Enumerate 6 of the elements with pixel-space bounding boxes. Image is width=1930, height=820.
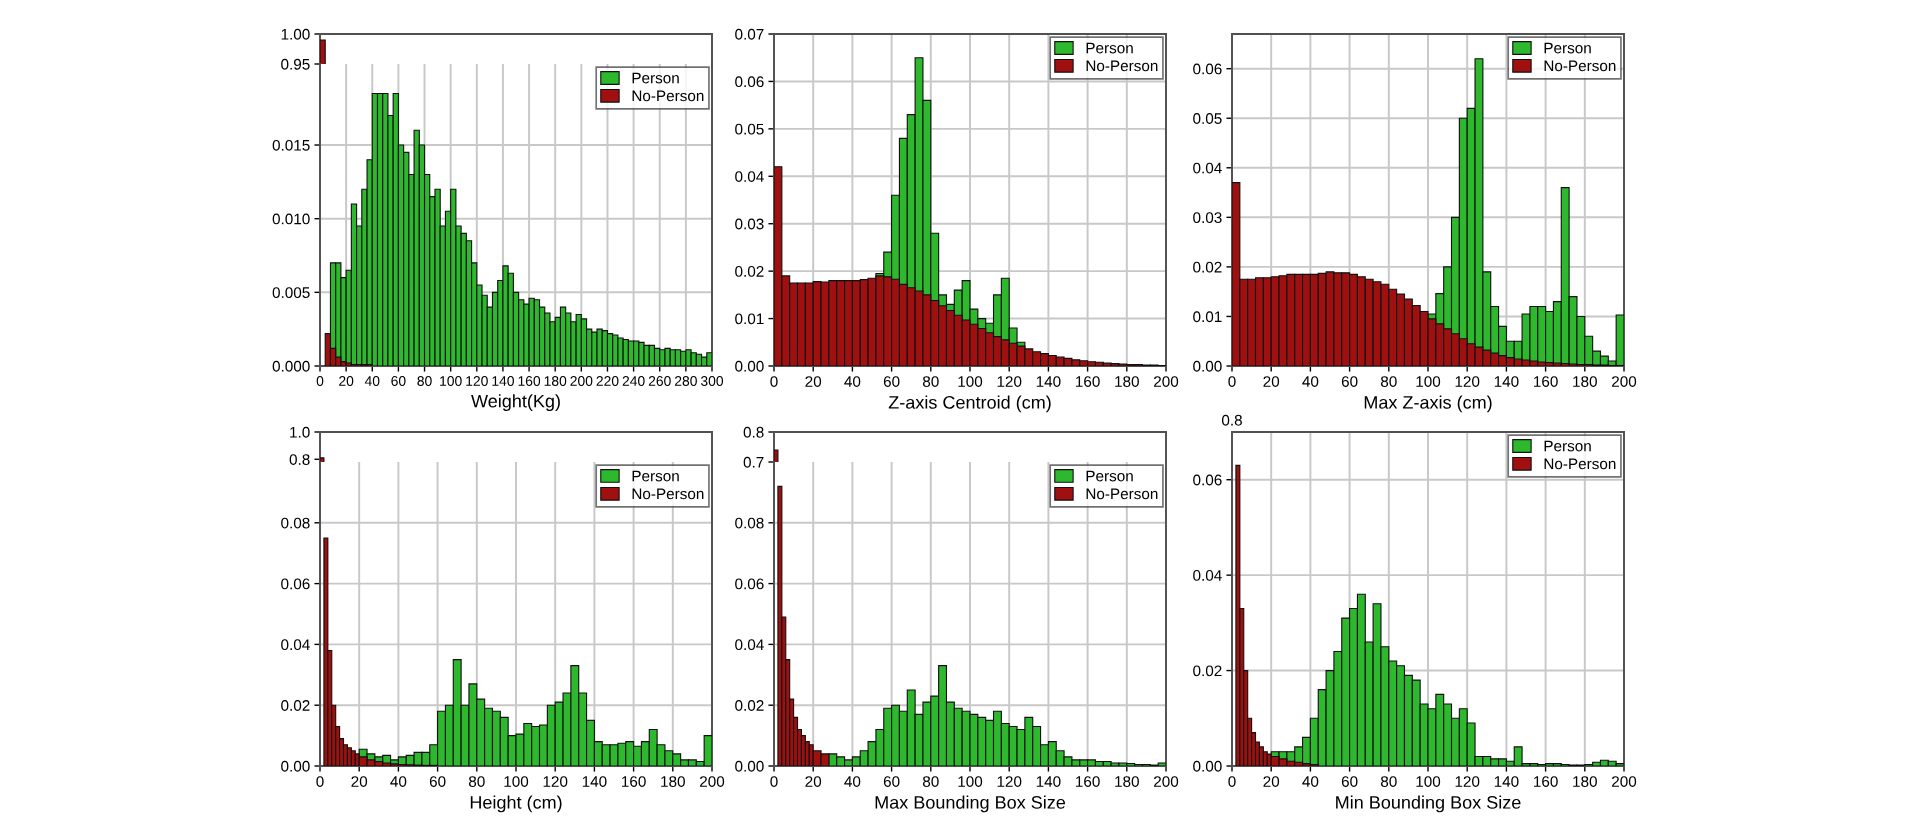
x-axis-title: Min Bounding Box Size	[1336, 795, 1521, 813]
x-axis-title: Height (cm)	[470, 795, 562, 813]
x-axis-title: Max Z-axis (cm)	[1364, 395, 1492, 413]
x-axis-title: Max Bounding Box Size	[875, 795, 1066, 813]
x-axis-title: Weight(Kg)	[471, 394, 560, 412]
x-axis-title: Z-axis Centroid (cm)	[888, 395, 1051, 413]
